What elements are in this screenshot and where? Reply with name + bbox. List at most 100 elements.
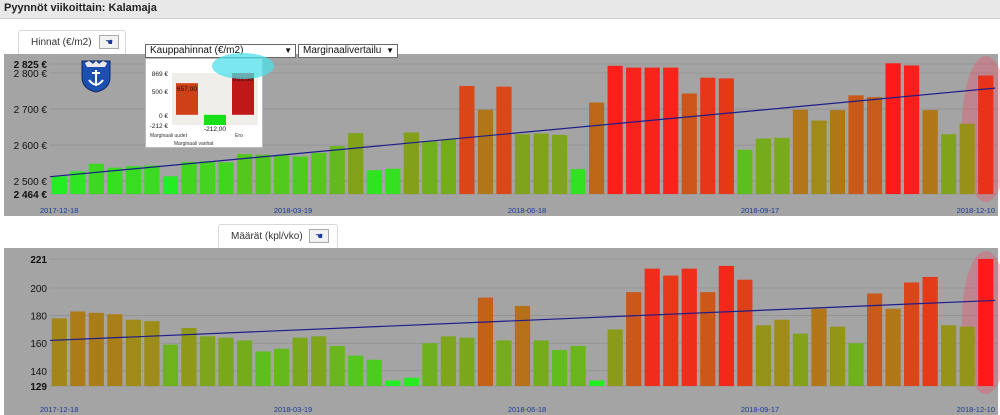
- chart-bar: [848, 95, 864, 194]
- chart-bar: [311, 336, 327, 386]
- x-tick-label: 2018-12-10: [957, 405, 995, 414]
- pointer-hand-icon[interactable]: ☚: [99, 35, 119, 49]
- chart-bar: [551, 350, 568, 386]
- chart-bar: [477, 109, 494, 194]
- chart-bar: [885, 63, 901, 194]
- chart-bar: [792, 109, 809, 194]
- chart-bar: [292, 156, 308, 194]
- chart-bar: [626, 292, 642, 386]
- y-tick-label: 2 500 €: [14, 177, 48, 188]
- popup-bar: [232, 73, 254, 115]
- chart-bar: [866, 293, 883, 386]
- chart-bar: [403, 377, 419, 386]
- chart-bar: [514, 305, 531, 386]
- coat-of-arms-icon: [81, 60, 111, 93]
- chart-bar: [922, 276, 938, 386]
- x-tick-label: 2018-06-18: [508, 405, 546, 414]
- tab-prices[interactable]: Hinnat (€/m2) ☚: [18, 30, 126, 54]
- chevron-down-icon: ▼: [284, 46, 292, 55]
- chart-bar: [477, 297, 494, 386]
- chart-bar: [181, 161, 197, 194]
- price-chart: 2 825 €2 800 € 2 700 € 2 600 € 2 500 € 2 464…: [4, 54, 1000, 216]
- chart-bar: [607, 65, 623, 194]
- chart-bar: [570, 169, 586, 194]
- trend-line: [49, 87, 996, 178]
- chart-bar: [440, 139, 456, 194]
- chart-bar: [403, 132, 419, 194]
- chart-bar: [941, 134, 957, 194]
- chart-bar: [774, 319, 790, 386]
- chart-bar: [422, 343, 438, 386]
- y-tick-label: 180: [30, 312, 47, 323]
- chart-bar: [496, 86, 512, 194]
- chart-bar: [366, 170, 382, 194]
- chart-bar: [348, 355, 364, 386]
- tab-counts-label: Määrät (kpl/vko): [231, 231, 303, 242]
- chart-bar: [144, 165, 160, 194]
- tab-prices-label: Hinnat (€/m2): [31, 37, 92, 48]
- chart-bar: [941, 325, 957, 386]
- margin-popup-chart: 869 € 500 € 0 € -212 € 657,00 -212,00 869,00 Ma…: [150, 71, 258, 147]
- chart-bar: [570, 345, 586, 386]
- chart-bar: [978, 259, 994, 386]
- chart-bar: [848, 343, 864, 386]
- chart-bar: [811, 120, 827, 194]
- chart-bar: [533, 340, 549, 386]
- chart-bar: [51, 176, 67, 194]
- price-type-selected: Kauppahinnat (€/m2): [150, 45, 244, 56]
- chart-bar: [70, 311, 86, 386]
- popup-bar-label: 657,00: [177, 86, 197, 93]
- chart-bar: [514, 134, 531, 194]
- count-chart: 221 200 180 160 140 129 2017-12-18 2018-03-19 20…: [4, 248, 1000, 415]
- chart-bar: [236, 340, 253, 386]
- chart-bar: [292, 337, 308, 386]
- chart-bar: [700, 292, 716, 386]
- chart-bar: [51, 318, 67, 386]
- popup-bar-label: -212,00: [204, 126, 226, 133]
- popup-y-tick: 0 €: [159, 113, 168, 120]
- chart-bar: [866, 97, 883, 194]
- chart-bar: [199, 161, 216, 194]
- chart-bar: [385, 168, 401, 194]
- chart-bar: [700, 77, 716, 194]
- chart-bar: [255, 154, 271, 194]
- chart-bar: [792, 333, 809, 386]
- chart-bar: [663, 275, 679, 386]
- popup-bar: [204, 114, 226, 125]
- trend-line: [49, 299, 996, 342]
- chart-bar: [718, 78, 734, 194]
- chart-bar: [644, 67, 660, 194]
- y-tick-label: 2 700 €: [14, 105, 48, 116]
- chart-bar: [107, 314, 123, 386]
- popup-bar-label: 869,00: [233, 76, 253, 83]
- chart-bar: [978, 75, 994, 194]
- popup-x-label: Marginaali vanhat: [174, 141, 214, 147]
- pointer-hand-icon[interactable]: ☚: [309, 229, 329, 243]
- popup-bubble-highlight: [212, 53, 274, 79]
- tab-counts[interactable]: Määrät (kpl/vko) ☚: [218, 224, 338, 248]
- popup-y-tick: -212 €: [150, 123, 169, 130]
- chart-bar: [959, 123, 975, 194]
- chart-bar: [904, 65, 920, 194]
- chart-bar: [459, 85, 475, 194]
- chart-bar: [218, 337, 234, 386]
- chart-bar: [589, 380, 605, 386]
- x-tick-label: 2018-03-19: [274, 206, 312, 215]
- chart-bar: [607, 329, 623, 386]
- chart-bar: [737, 279, 753, 386]
- chart-bar: [811, 308, 827, 386]
- y-tick-label: 140: [30, 367, 47, 378]
- chart-bar: [329, 345, 345, 386]
- chart-bar: [829, 110, 846, 194]
- chart-bar: [125, 166, 141, 194]
- chevron-down-icon: ▼: [386, 46, 394, 55]
- chart-bar: [496, 340, 512, 386]
- chart-bar: [274, 155, 290, 194]
- chart-bar: [385, 380, 401, 386]
- window-title-bar: Pyynnöt viikoittain: Kalamaja: [0, 0, 1000, 19]
- y-tick-label: 160: [30, 339, 47, 350]
- x-tick-label: 2018-03-19: [274, 405, 312, 414]
- x-tick-label: 2018-09-17: [741, 206, 779, 215]
- y-tick-label: 200: [30, 284, 47, 295]
- comparison-dropdown[interactable]: Marginaalivertailu ▼: [298, 44, 398, 58]
